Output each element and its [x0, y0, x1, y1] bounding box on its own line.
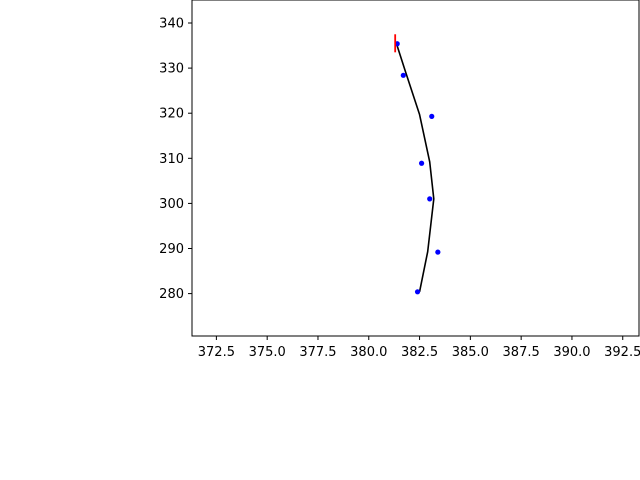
plot-frame: [191, 0, 640, 337]
x-tick-label: 380.0: [350, 345, 387, 360]
y-tick-label: 290: [159, 242, 184, 257]
scatter-point: [418, 160, 425, 166]
x-axis: 372.5 375.0 377.5 380.0 382.5 385.0 387.5 390.0…: [198, 336, 640, 360]
x-tick-label: 385.0: [452, 345, 489, 360]
y-tick-label: 310: [159, 152, 184, 167]
y-tick-label: 320: [159, 107, 184, 122]
trajectory-line: [396, 45, 435, 292]
scatter-point: [400, 72, 406, 78]
y-tick-label: 340: [159, 17, 184, 32]
x-tick-label: 392.5: [604, 345, 640, 360]
x-tick-label: 382.5: [401, 345, 438, 360]
scatter-point: [435, 249, 441, 255]
x-tick-label: 375.0: [249, 345, 286, 360]
y-tick-label: 280: [159, 287, 184, 302]
x-tick-label: 390.0: [553, 345, 590, 360]
series-layer: [394, 34, 441, 295]
y-tick-label: 300: [159, 197, 184, 212]
scatter-point: [427, 196, 433, 202]
scatter-point: [429, 113, 435, 119]
x-tick-label: 377.5: [299, 345, 336, 360]
y-axis: 280 290 300 310 320 330 340: [159, 17, 192, 302]
x-tick-label: 372.5: [198, 345, 235, 360]
scatter-point: [414, 289, 421, 295]
x-tick-label: 387.5: [503, 345, 540, 360]
y-tick-label: 330: [159, 62, 184, 77]
